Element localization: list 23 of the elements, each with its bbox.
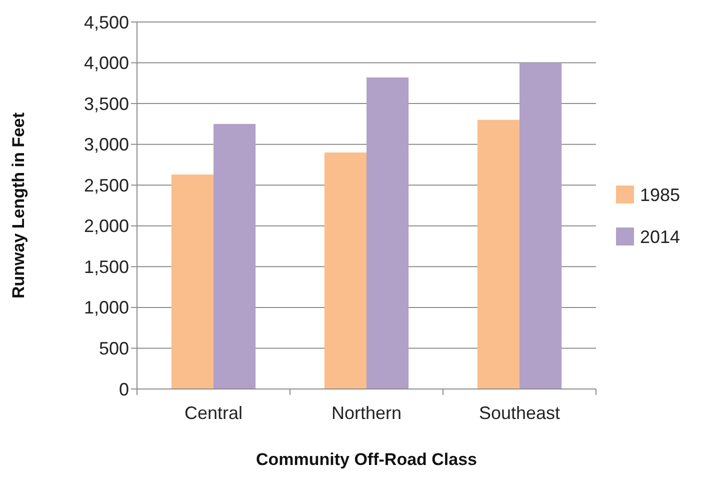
y-tick-label: 4,000 — [84, 53, 129, 74]
y-tick-label: 500 — [98, 338, 129, 359]
x-tick-label: Southeast — [478, 403, 560, 423]
y-tick-label: 1,500 — [84, 256, 129, 277]
bar — [366, 77, 409, 389]
bar — [171, 174, 214, 389]
bar — [520, 62, 562, 389]
x-tick-label: Northern — [331, 403, 402, 423]
legend-label: 1985 — [640, 184, 680, 205]
y-tick-label: 4,500 — [84, 12, 129, 32]
x-axis-title: Community Off-Road Class — [256, 450, 478, 469]
legend-label: 2014 — [640, 226, 680, 247]
y-tick-label: 2,000 — [84, 216, 129, 236]
bar — [477, 120, 520, 389]
y-tick-label: 1,000 — [84, 298, 129, 318]
bar — [214, 124, 256, 389]
y-tick-label: 2,500 — [84, 175, 129, 196]
y-tick-label: 3,500 — [84, 94, 129, 114]
bar — [324, 152, 366, 389]
y-tick-label: 3,000 — [84, 134, 129, 155]
y-axis-title: Runway Length in Feet — [9, 112, 28, 299]
y-tick-label: 0 — [118, 379, 129, 400]
x-tick-label: Central — [184, 403, 243, 423]
